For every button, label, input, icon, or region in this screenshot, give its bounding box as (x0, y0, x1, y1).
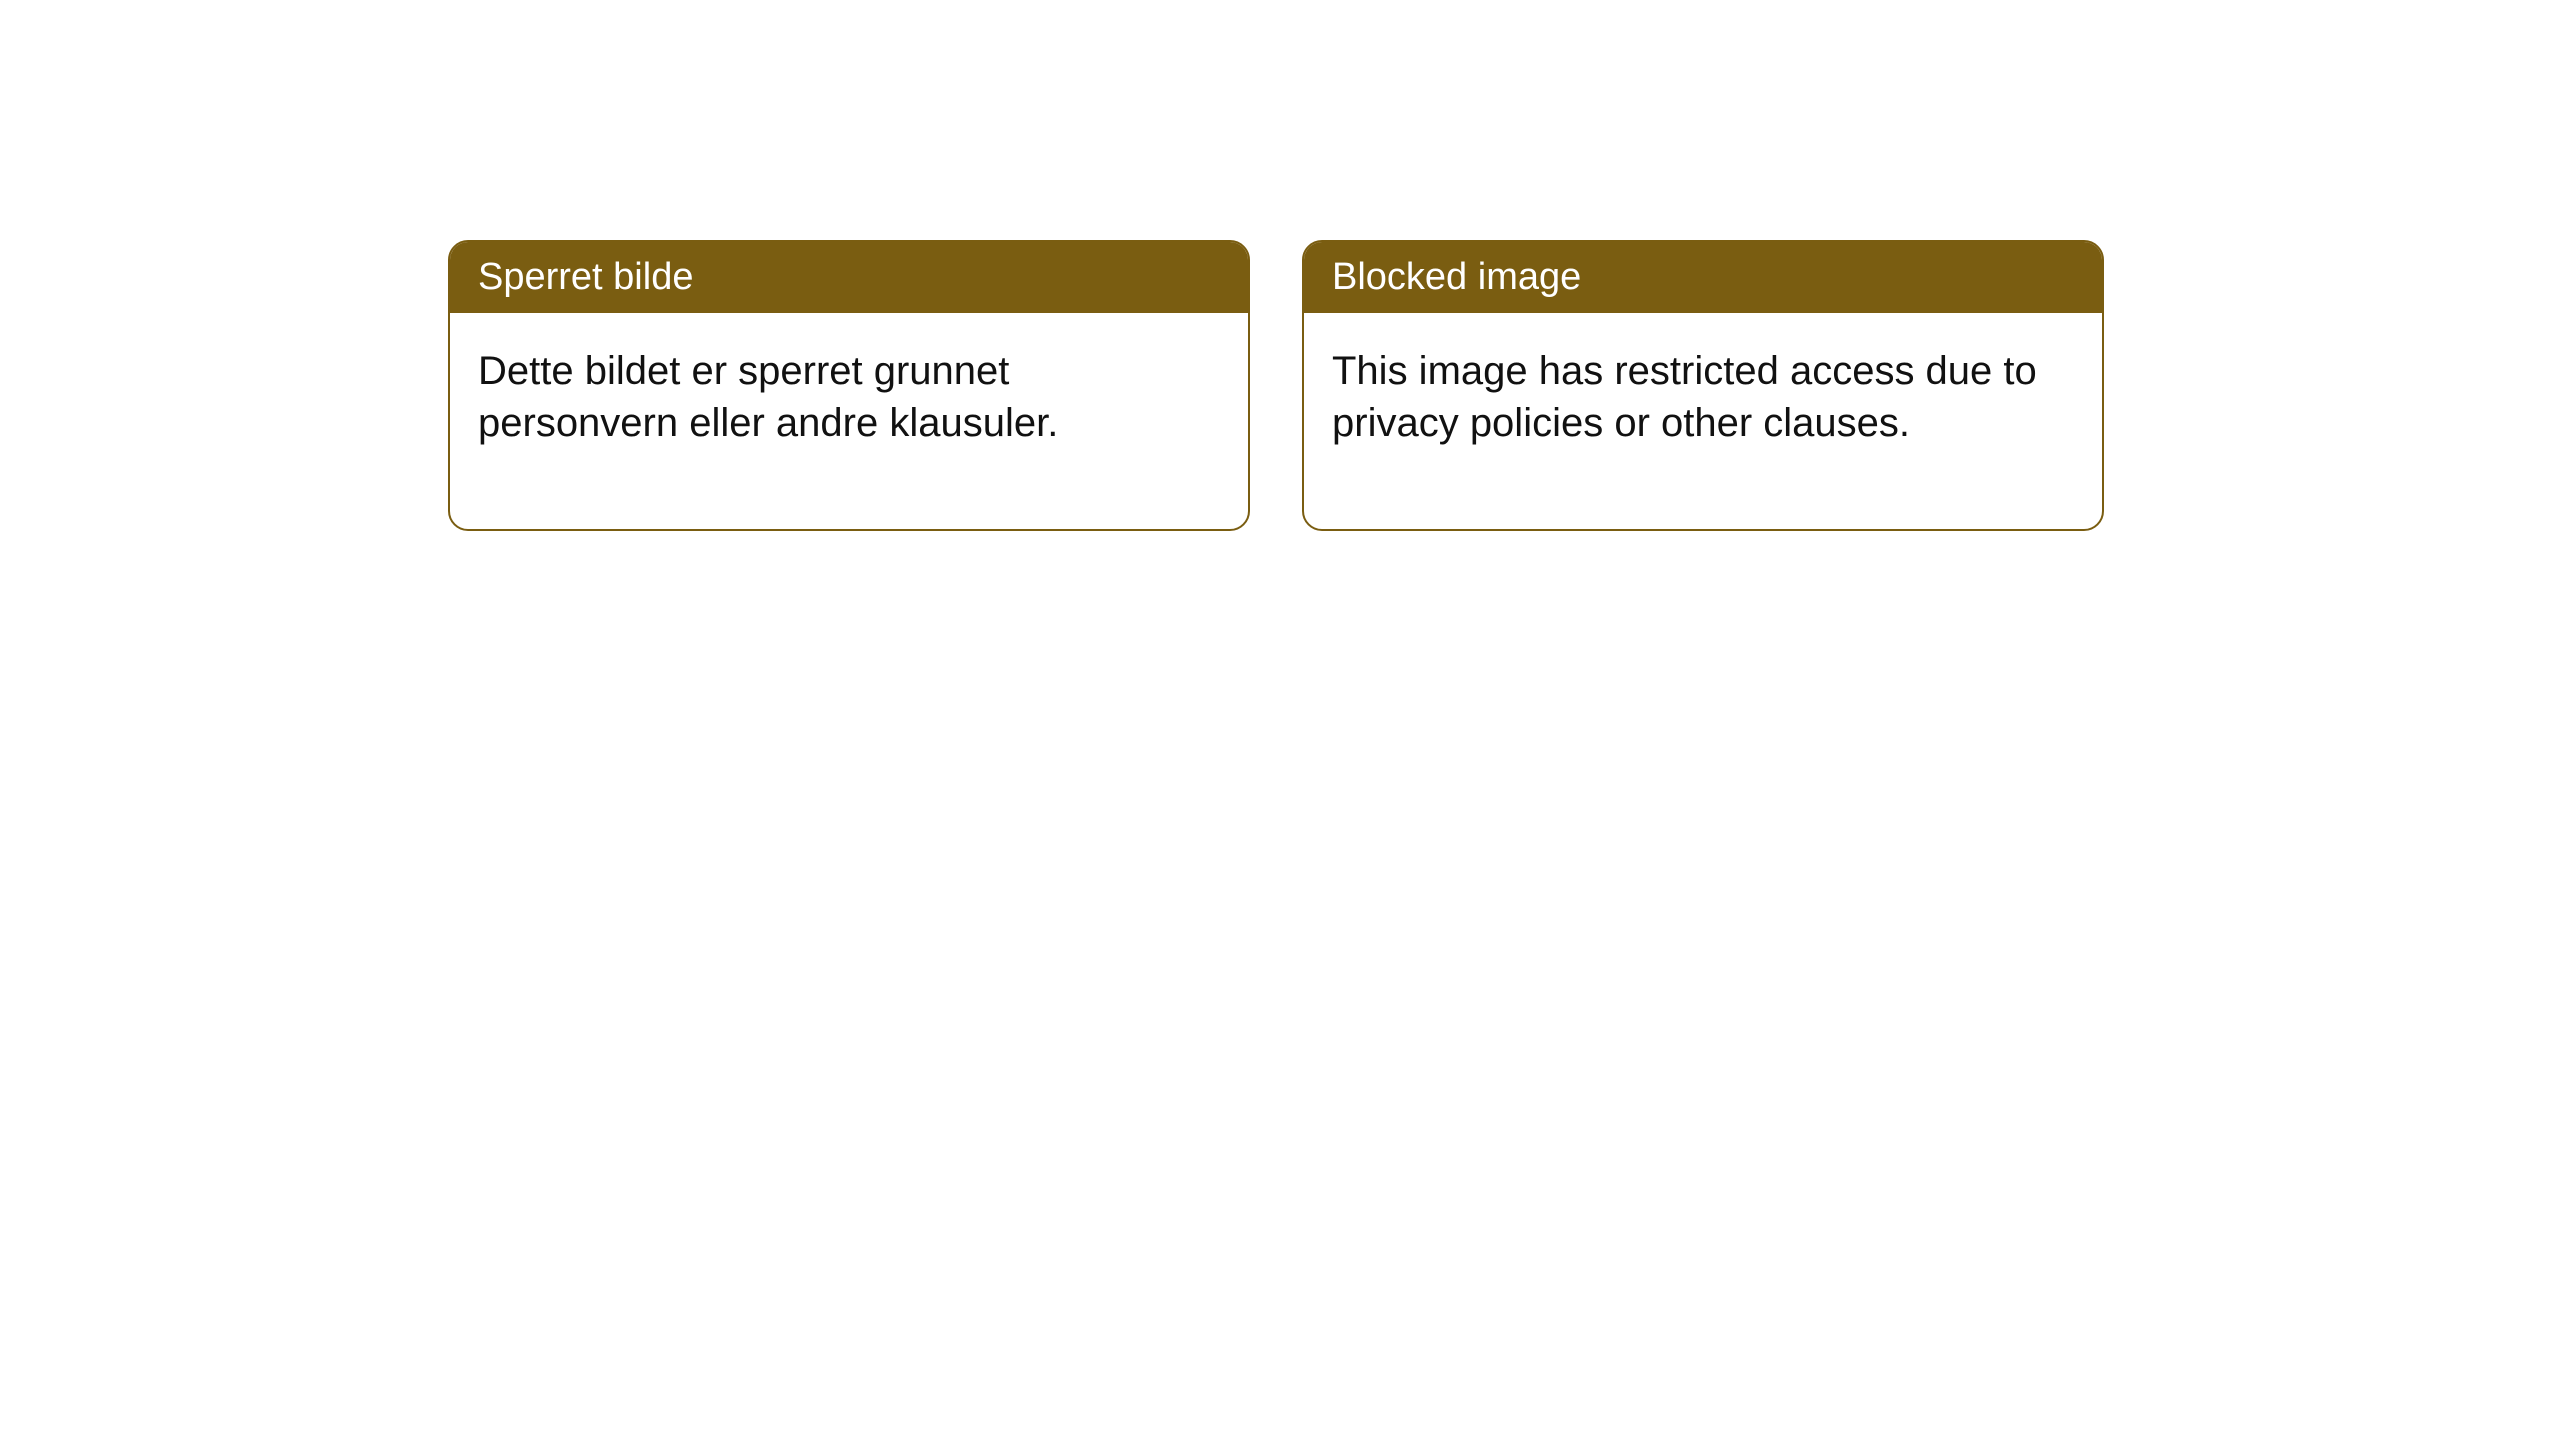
card-body: Dette bildet er sperret grunnet personve… (450, 313, 1248, 529)
blocked-image-card-en: Blocked image This image has restricted … (1302, 240, 2104, 531)
card-header: Sperret bilde (450, 242, 1248, 313)
card-container: Sperret bilde Dette bildet er sperret gr… (448, 240, 2104, 531)
card-title: Sperret bilde (478, 256, 693, 298)
card-title: Blocked image (1332, 256, 1581, 298)
card-body-text: This image has restricted access due to … (1332, 349, 2037, 445)
card-body-text: Dette bildet er sperret grunnet personve… (478, 349, 1058, 445)
card-body: This image has restricted access due to … (1304, 313, 2102, 529)
blocked-image-card-no: Sperret bilde Dette bildet er sperret gr… (448, 240, 1250, 531)
card-header: Blocked image (1304, 242, 2102, 313)
